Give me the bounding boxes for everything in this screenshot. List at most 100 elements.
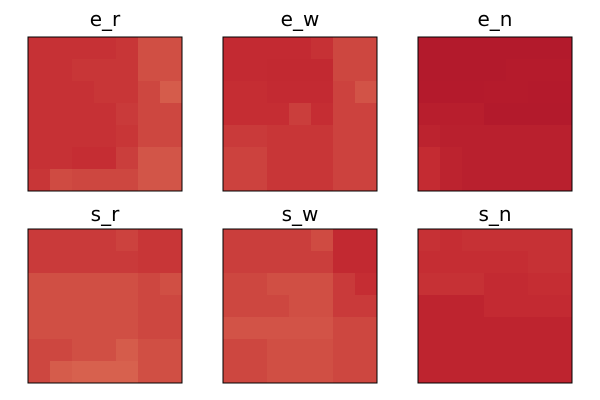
- heatmap-cell: [418, 81, 441, 104]
- heatmap-cell: [311, 81, 334, 104]
- heatmap-cell: [94, 37, 117, 60]
- heatmap-cell: [528, 59, 551, 82]
- heatmap-cell: [440, 339, 463, 362]
- heatmap-cell: [311, 317, 334, 340]
- heatmap-cell: [245, 59, 268, 82]
- heatmap-cell: [311, 361, 334, 384]
- heatmap-cell: [418, 169, 441, 192]
- heatmap-cell: [506, 317, 529, 340]
- heatmap-cell: [72, 103, 95, 126]
- heatmap-cell: [418, 273, 441, 296]
- heatmap-cell: [50, 339, 73, 362]
- heatmap-cell: [333, 169, 356, 192]
- heatmap-panel-e-n: [417, 36, 573, 192]
- heatmap-cell: [484, 295, 507, 318]
- heatmap-cell: [138, 295, 161, 318]
- panel-title-e-n: e_n: [477, 7, 513, 31]
- heatmap-cell: [267, 169, 290, 192]
- heatmap-cell: [550, 37, 573, 60]
- heatmap-cell: [245, 317, 268, 340]
- heatmap-cell: [94, 59, 117, 82]
- heatmap-cell: [223, 147, 246, 170]
- panel-title-e-r: e_r: [89, 7, 121, 31]
- heatmap-cell: [28, 229, 51, 252]
- heatmap-cell: [506, 273, 529, 296]
- heatmap-cell: [223, 317, 246, 340]
- heatmap-cell: [116, 229, 139, 252]
- heatmap-cell: [94, 361, 117, 384]
- heatmap-cell: [138, 251, 161, 274]
- heatmap-cell: [28, 125, 51, 148]
- heatmap-cell: [72, 317, 95, 340]
- heatmap-cell: [289, 251, 312, 274]
- heatmap-cell: [355, 273, 378, 296]
- heatmap-cell: [418, 59, 441, 82]
- heatmap-cell: [355, 295, 378, 318]
- heatmap-cell: [550, 339, 573, 362]
- heatmap-cell: [289, 37, 312, 60]
- heatmap-cell: [28, 59, 51, 82]
- heatmap-cell: [355, 37, 378, 60]
- heatmap-cell: [355, 361, 378, 384]
- heatmap-cell: [528, 339, 551, 362]
- heatmap-cell: [245, 37, 268, 60]
- heatmap-cell: [72, 125, 95, 148]
- heatmap-cell: [223, 169, 246, 192]
- heatmap-cell: [462, 37, 485, 60]
- heatmap-cell: [245, 273, 268, 296]
- heatmap-cell: [506, 103, 529, 126]
- heatmap-cell: [506, 251, 529, 274]
- heatmap-cell: [418, 251, 441, 274]
- panel-frame: [27, 36, 183, 192]
- heatmap-cell: [138, 339, 161, 362]
- heatmap-cell: [440, 317, 463, 340]
- heatmap-cell: [72, 273, 95, 296]
- heatmap-cell: [311, 295, 334, 318]
- heatmap-cell: [72, 169, 95, 192]
- heatmap-cell: [289, 317, 312, 340]
- heatmap-cell: [138, 361, 161, 384]
- heatmap-cell: [72, 251, 95, 274]
- heatmap-cell: [160, 125, 183, 148]
- heatmap-cell: [311, 229, 334, 252]
- heatmap-cell: [528, 37, 551, 60]
- heatmap-cell: [355, 125, 378, 148]
- heatmap-cell: [506, 229, 529, 252]
- heatmap-cell: [28, 273, 51, 296]
- heatmap-cell: [289, 169, 312, 192]
- heatmap-cell: [528, 169, 551, 192]
- heatmap-cell: [245, 361, 268, 384]
- heatmap-cell: [418, 37, 441, 60]
- heatmap-cell: [94, 295, 117, 318]
- heatmap-cell: [289, 59, 312, 82]
- heatmap-cell: [550, 147, 573, 170]
- heatmap-panel-s-r: [27, 228, 183, 384]
- heatmap-cell: [289, 273, 312, 296]
- heatmap-cell: [550, 317, 573, 340]
- heatmap-cell: [138, 81, 161, 104]
- heatmap-cell: [484, 251, 507, 274]
- heatmap-cell: [245, 339, 268, 362]
- heatmap-cell: [223, 361, 246, 384]
- heatmap-cell: [550, 81, 573, 104]
- heatmap-cell: [550, 169, 573, 192]
- heatmap-cell: [550, 229, 573, 252]
- heatmap-cell: [355, 339, 378, 362]
- heatmap-cell: [528, 361, 551, 384]
- heatmap-cell: [267, 103, 290, 126]
- heatmap-cell: [160, 103, 183, 126]
- heatmap-cell: [484, 361, 507, 384]
- heatmap-cell: [94, 251, 117, 274]
- heatmap-cell: [116, 125, 139, 148]
- heatmap-cell: [267, 295, 290, 318]
- heatmap-cell: [116, 169, 139, 192]
- heatmap-cell: [72, 59, 95, 82]
- heatmap-cell: [462, 361, 485, 384]
- heatmap-cell: [223, 251, 246, 274]
- heatmap-cell: [528, 103, 551, 126]
- heatmap-cell: [333, 251, 356, 274]
- heatmap-cell: [116, 147, 139, 170]
- heatmap-cell: [28, 147, 51, 170]
- heatmap-panel-e-r: [27, 36, 183, 192]
- heatmap-cell: [138, 125, 161, 148]
